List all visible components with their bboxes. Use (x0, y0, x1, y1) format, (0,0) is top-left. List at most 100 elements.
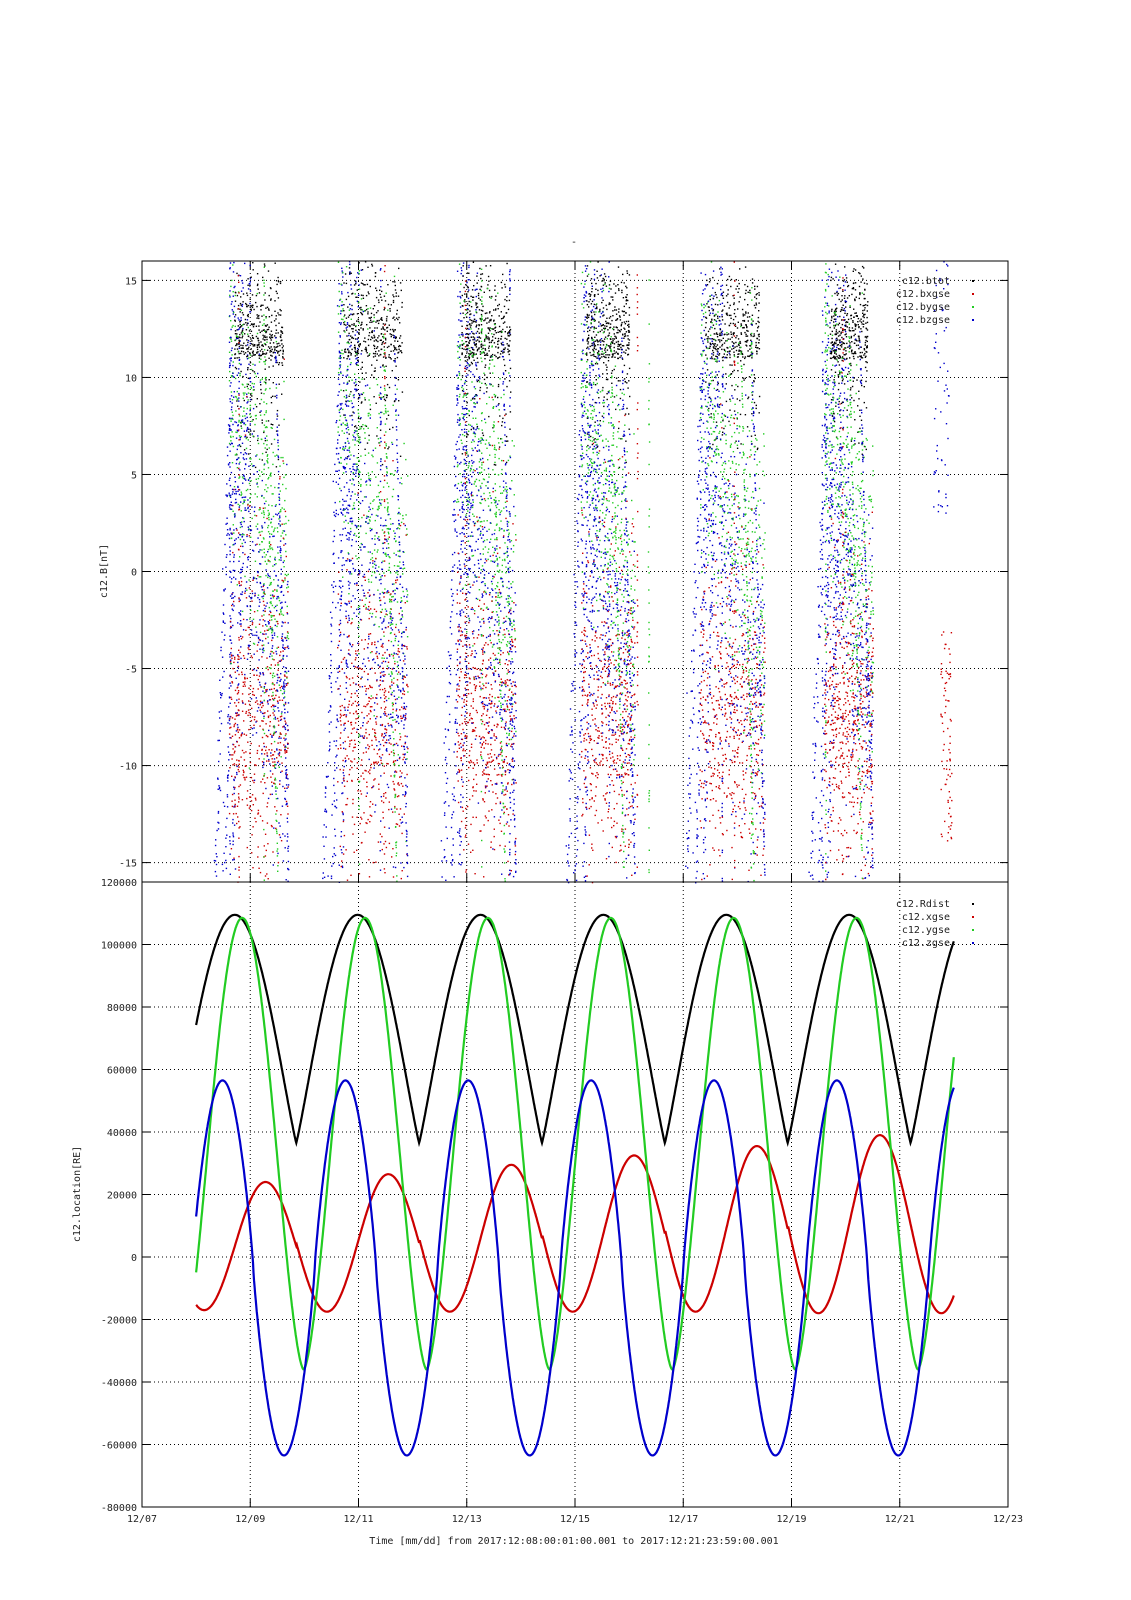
bygse-point (250, 493, 252, 496)
bzgse-point (271, 735, 273, 737)
btot-point (268, 309, 270, 311)
bygse-point (380, 576, 382, 578)
bzgse-point (277, 852, 279, 855)
bzgse-point (235, 437, 238, 439)
bzgse-point (334, 805, 337, 808)
bxgse-point (345, 716, 347, 718)
bygse-point (229, 294, 231, 297)
bxgse-point (263, 712, 265, 715)
bzgse-point (270, 597, 272, 600)
bzgse-point (339, 693, 342, 696)
bzgse-point (355, 388, 357, 390)
bzgse-point (349, 479, 351, 481)
bxgse-point (233, 724, 236, 726)
btot-point (378, 350, 380, 352)
bzgse-point (325, 775, 328, 778)
bygse-point (273, 438, 276, 441)
bygse-point (276, 855, 279, 857)
bxgse-point (257, 846, 259, 848)
bxgse-point (392, 876, 395, 878)
bzgse-point (285, 723, 287, 725)
bzgse-point (405, 758, 407, 761)
bygse-point (378, 566, 380, 568)
bzgse-point (288, 868, 290, 871)
bygse-point (379, 502, 381, 504)
bzgse-point (241, 566, 244, 569)
bzgse-point (355, 615, 358, 617)
bzgse-point (355, 281, 357, 283)
bxgse-point (365, 608, 367, 610)
bxgse-point (384, 355, 386, 357)
bzgse-point (279, 836, 282, 839)
bzgse-point (443, 814, 446, 816)
bxgse-point (366, 737, 368, 739)
bzgse-point (343, 633, 345, 636)
bzgse-point (277, 595, 279, 598)
btot-point (272, 395, 274, 397)
btot-point (394, 340, 396, 342)
bzgse-point (357, 294, 360, 296)
bzgse-point (286, 613, 289, 615)
bzgse-point (240, 571, 242, 573)
btot-point (264, 292, 266, 294)
bzgse-point (276, 426, 278, 428)
bzgse-point (280, 559, 282, 561)
bxgse-point (382, 667, 384, 670)
bzgse-point (241, 280, 243, 282)
bzgse-point (230, 337, 232, 339)
bygse-point (403, 551, 405, 553)
bygse-point (268, 516, 270, 519)
bzgse-point (349, 363, 352, 366)
bygse-point (275, 340, 278, 343)
bygse-point (391, 672, 393, 674)
bxgse-point (258, 758, 260, 760)
bxgse-point (254, 701, 257, 703)
bzgse-point (346, 457, 348, 460)
bxgse-point (401, 772, 403, 774)
bxgse-point (371, 744, 373, 746)
bzgse-point (352, 468, 354, 470)
bzgse-point (380, 524, 382, 527)
bzgse-point (358, 704, 360, 706)
bzgse-point (390, 693, 392, 695)
bxgse-point (286, 631, 289, 633)
btot-point (246, 314, 249, 317)
bxgse-point (383, 596, 385, 598)
bxgse-point (234, 689, 237, 692)
bxgse-point (235, 764, 238, 766)
bzgse-point (340, 404, 342, 406)
bzgse-point (276, 397, 278, 399)
bygse-point (280, 713, 283, 715)
bygse-point (373, 316, 375, 319)
bygse-point (394, 796, 396, 799)
bxgse-point (371, 667, 373, 669)
bygse-point (398, 764, 400, 767)
btot-point (380, 328, 383, 330)
btot-point (345, 298, 348, 301)
bxgse-point (355, 650, 357, 652)
bxgse-point (406, 646, 408, 648)
bygse-point (344, 515, 346, 517)
bxgse-point (252, 867, 254, 869)
bzgse-point (261, 525, 263, 527)
bxgse-point (367, 643, 369, 645)
btot-point (262, 304, 264, 306)
bygse-point (340, 357, 342, 359)
bxgse-point (243, 776, 245, 779)
bzgse-point (396, 588, 399, 590)
bzgse-point (251, 592, 254, 595)
bxgse-point (380, 762, 383, 764)
bzgse-point (230, 471, 233, 474)
bxgse-point (266, 666, 269, 668)
bxgse-point (386, 668, 389, 670)
bygse-point (401, 610, 403, 612)
bzgse-point (252, 578, 255, 580)
bzgse-point (345, 404, 348, 407)
bzgse-point (388, 739, 390, 741)
bzgse-point (282, 594, 285, 596)
bzgse-point (229, 836, 231, 838)
bzgse-point (340, 605, 342, 607)
bzgse-point (282, 687, 284, 689)
bzgse-point (338, 411, 341, 414)
bzgse-point (346, 437, 349, 440)
